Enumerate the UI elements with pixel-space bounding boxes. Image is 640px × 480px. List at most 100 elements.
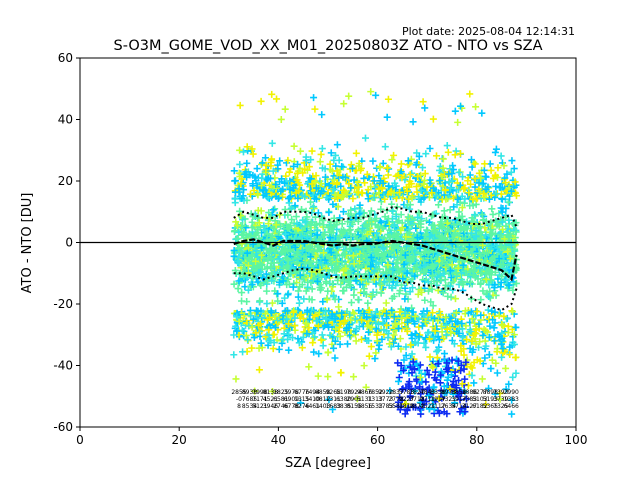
scatter-point xyxy=(291,243,299,251)
scatter-point xyxy=(426,233,434,241)
scatter-point xyxy=(276,220,284,228)
scatter-point xyxy=(377,289,385,297)
scatter-point xyxy=(392,282,400,290)
scatter-point xyxy=(434,201,442,209)
scatter-point xyxy=(412,224,420,232)
scatter-point xyxy=(248,281,256,289)
scatter-point xyxy=(478,269,486,277)
scatter-point xyxy=(372,258,380,266)
scatter-point xyxy=(338,228,346,236)
scatter-point xyxy=(375,274,383,282)
scatter-point xyxy=(274,297,282,305)
scatter-point xyxy=(287,204,295,212)
scatter-point xyxy=(448,261,456,269)
scatter-point xyxy=(292,213,300,221)
scatter-point xyxy=(304,283,312,291)
scatter-point xyxy=(322,279,330,287)
scatter-point xyxy=(408,284,416,292)
scatter-point xyxy=(271,217,279,225)
scatter-point xyxy=(343,232,351,240)
scatter-point xyxy=(263,300,271,308)
scatter-point xyxy=(247,210,255,218)
scatter-point xyxy=(236,207,244,215)
scatter-point xyxy=(356,201,364,209)
scatter-point xyxy=(367,207,375,215)
scatter-point xyxy=(314,277,322,285)
scatter-point xyxy=(475,255,483,263)
scatter-point xyxy=(477,296,485,304)
scatter-point xyxy=(497,242,505,250)
scatter-point xyxy=(284,291,292,299)
x-tick-label: 80 xyxy=(469,433,484,447)
scatter-point xyxy=(485,281,493,289)
scatter-point xyxy=(394,244,402,252)
scatter-point xyxy=(303,234,311,242)
y-tick-label: -20 xyxy=(53,297,73,311)
scatter-point xyxy=(317,259,325,267)
scatter-point xyxy=(293,251,301,259)
scatter-point xyxy=(319,298,327,306)
scatter-point xyxy=(476,280,484,288)
x-tick-label: 0 xyxy=(76,433,84,447)
scatter-point xyxy=(437,218,445,226)
scatter-point xyxy=(502,204,510,212)
scatter-point xyxy=(269,232,277,240)
scatter-point xyxy=(263,230,271,238)
scatter-point xyxy=(252,257,260,265)
scatter-point xyxy=(456,246,464,254)
scatter-point xyxy=(406,288,414,296)
plot-date: Plot date: 2025-08-04 12:14:31 xyxy=(402,25,575,38)
scatter-point xyxy=(314,209,322,217)
scatter-point xyxy=(458,212,466,220)
scatter-point xyxy=(503,276,511,284)
scatter-point xyxy=(279,223,287,231)
y-tick-label: -40 xyxy=(53,359,73,373)
scatter-point xyxy=(333,218,341,226)
scatter-point xyxy=(375,265,383,273)
x-tick-label: 20 xyxy=(172,433,187,447)
scatter-point xyxy=(238,297,246,305)
scatter-point xyxy=(349,258,357,266)
scatter-point xyxy=(344,218,352,226)
scatter-point xyxy=(357,208,365,216)
scatter-point xyxy=(398,281,406,289)
scatter-point xyxy=(412,265,420,273)
scatter-point xyxy=(509,220,517,228)
scatter-point xyxy=(414,213,422,221)
scatter-point xyxy=(288,216,296,224)
scatter-point xyxy=(230,228,238,236)
scatter-point xyxy=(274,290,282,298)
scatter-point xyxy=(256,297,264,305)
scatter-point xyxy=(423,226,431,234)
scatter-point xyxy=(238,289,246,297)
scatter-point xyxy=(283,281,291,289)
scatter-point xyxy=(271,205,279,213)
bin-count-label: 1383 xyxy=(504,396,519,403)
scatter-point xyxy=(446,206,454,214)
scatter-point xyxy=(276,211,284,219)
scatter-point xyxy=(314,279,322,287)
scatter-point xyxy=(267,255,275,263)
scatter-point xyxy=(234,257,242,265)
scatter-point xyxy=(388,284,396,292)
scatter-point xyxy=(427,298,435,306)
scatter-point xyxy=(372,245,380,253)
scatter-point xyxy=(382,299,390,307)
scatter-point xyxy=(389,265,397,273)
scatter-point xyxy=(261,226,269,234)
scatter-point xyxy=(395,217,403,225)
scatter-point xyxy=(365,217,373,225)
scatter-point xyxy=(326,234,334,242)
scatter-point xyxy=(358,262,366,270)
scatter-point xyxy=(455,208,463,216)
scatter-point xyxy=(483,270,491,278)
scatter-point xyxy=(447,293,455,301)
scatter-point xyxy=(347,299,355,307)
scatter-point xyxy=(300,295,308,303)
x-tick-label: 100 xyxy=(565,433,588,447)
scatter-point xyxy=(369,291,377,299)
scatter-point xyxy=(350,260,358,268)
scatter-point xyxy=(466,279,474,287)
scatter-point xyxy=(497,283,505,291)
